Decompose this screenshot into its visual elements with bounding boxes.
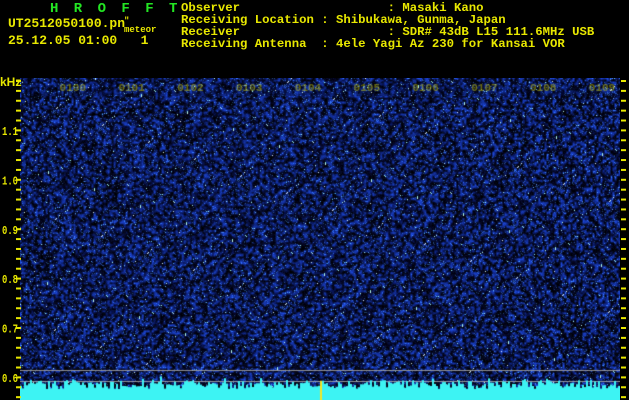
svg-text:0.6: 0.6 bbox=[2, 372, 18, 386]
svg-text:1.0: 1.0 bbox=[2, 174, 18, 188]
svg-text:0.8: 0.8 bbox=[2, 273, 18, 287]
svg-text:kHz: kHz bbox=[0, 75, 21, 89]
svg-text:0.7: 0.7 bbox=[2, 323, 18, 337]
svg-text:1.1: 1.1 bbox=[2, 125, 18, 139]
svg-text:0.9: 0.9 bbox=[2, 224, 18, 238]
